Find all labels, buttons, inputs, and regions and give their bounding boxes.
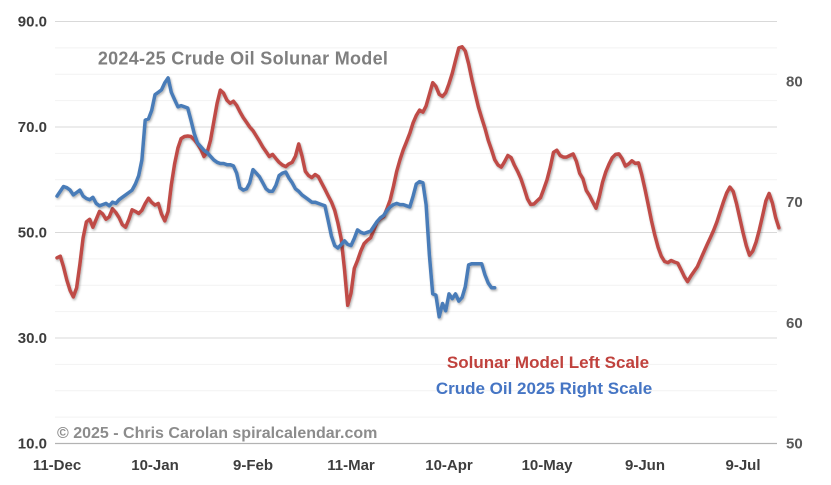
x-axis-tick-label: 11-Dec xyxy=(33,457,81,474)
legend-crude-oil-right-scale: Crude Oil 2025 Right Scale xyxy=(435,379,653,398)
x-axis-tick-label: 9-Feb xyxy=(233,457,273,474)
x-axis-tick-label: 10-Apr xyxy=(425,457,473,474)
data-series xyxy=(55,45,781,319)
right-axis-tick-label: 60 xyxy=(786,315,803,332)
gridlines xyxy=(55,21,777,445)
x-axis-tick-label: 9-Jul xyxy=(725,457,760,474)
legend-solunar-model-left-scale: Solunar Model Left Scale xyxy=(446,353,650,372)
x-axis-tick-label: 10-Jan xyxy=(131,457,179,474)
x-axis-tick-label: 9-Jun xyxy=(625,457,665,474)
left-axis-tick-label: 30.0 xyxy=(18,330,47,347)
series-line-crude-oil-2025 xyxy=(55,76,497,319)
right-axis-tick-label: 70 xyxy=(786,194,803,211)
left-axis-tick-label: 70.0 xyxy=(18,119,47,136)
left-axis-tick-label: 50.0 xyxy=(18,225,47,242)
right-axis-tick-label: 50 xyxy=(786,436,803,453)
chart-title: 2024-25 Crude Oil Solunar Model xyxy=(97,48,389,69)
left-axis-tick-label: 90.0 xyxy=(18,14,47,31)
x-axis-tick-label: 10-May xyxy=(522,457,574,474)
copyright-text: © 2025 - Chris Carolan spiralcalendar.co… xyxy=(57,425,378,442)
series-line-solunar-model xyxy=(55,45,781,308)
x-axis-tick-label: 11-Mar xyxy=(327,457,375,474)
left-axis-tick-label: 10.0 xyxy=(18,436,47,453)
right-axis-tick-label: 80 xyxy=(786,73,803,90)
axis-tick-labels: 90.0 70.0 50.0 30.0 10.0 80 70 60 50 11-Dec 10-Jan… xyxy=(18,14,803,475)
